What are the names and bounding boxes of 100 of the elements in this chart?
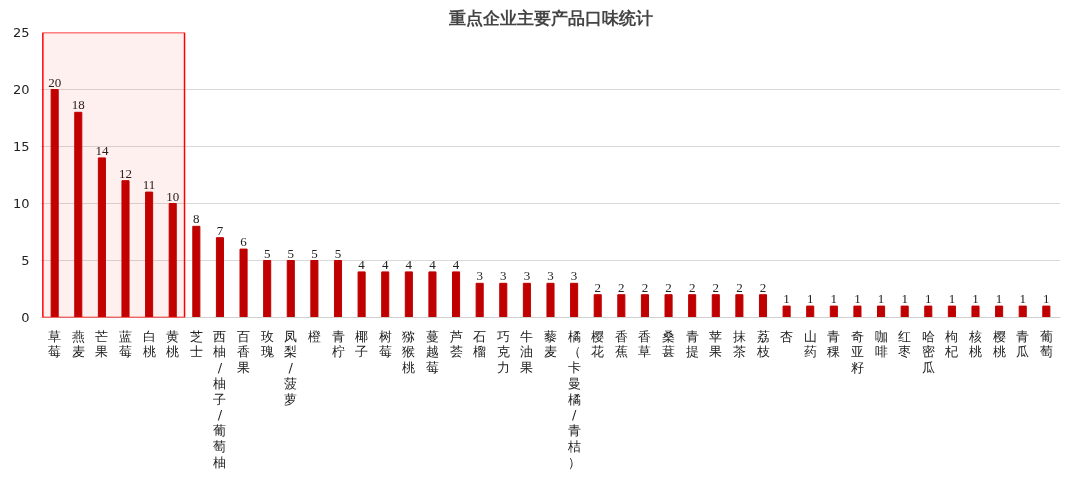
bar [333, 260, 343, 318]
bar [924, 305, 933, 318]
x-tick-label: 青稞 [827, 328, 841, 360]
x-tick-label: 核桃 [968, 328, 982, 360]
bar [428, 271, 437, 318]
y-tick-label: 20 [12, 82, 30, 97]
data-label: 2 [712, 279, 720, 295]
data-label: 2 [665, 279, 672, 295]
data-label: 5 [311, 245, 318, 261]
x-tick-label: 玫瑰 [260, 328, 274, 360]
data-label: 14 [95, 142, 109, 158]
x-tick-label: 藜麦 [544, 328, 557, 360]
data-label: 2 [736, 279, 743, 295]
bar [853, 305, 862, 318]
bar [381, 271, 390, 318]
data-label: 5 [287, 245, 295, 261]
data-label: 4 [405, 256, 413, 272]
x-tick-label: 樱桃 [992, 328, 1006, 360]
data-label: 2 [594, 279, 601, 295]
y-tick-label: 25 [12, 25, 30, 40]
bar [806, 305, 815, 318]
x-tick-label: 白桃 [142, 328, 156, 360]
data-label: 3 [523, 268, 531, 284]
data-label: 3 [476, 268, 483, 284]
bar [475, 282, 484, 318]
bar [664, 294, 673, 318]
bar [640, 294, 649, 318]
x-tick-label: 香蕉 [614, 328, 628, 360]
data-label: 1 [783, 291, 790, 307]
bar [877, 305, 886, 318]
bar [215, 237, 224, 318]
x-tick-label: 枸杞 [944, 328, 959, 360]
data-label: 4 [381, 256, 389, 272]
bar [263, 260, 272, 318]
category-label: 橘（卡曼橘/青桔） [567, 328, 581, 470]
data-label: 20 [48, 74, 62, 90]
data-label: 1 [877, 291, 885, 307]
data-label: 3 [500, 268, 507, 284]
x-tick-label: 芒果 [95, 328, 109, 360]
data-label: 1 [854, 291, 861, 307]
data-label: 18 [71, 97, 85, 113]
data-label: 1 [806, 291, 814, 307]
data-label: 5 [263, 245, 271, 261]
data-label: 1 [1043, 291, 1050, 307]
x-tick-label: 蓝莓 [119, 328, 132, 360]
bar [971, 305, 980, 318]
bar [829, 305, 838, 318]
data-label: 2 [641, 279, 649, 295]
x-tick-label: 苹果 [709, 328, 723, 360]
bar [310, 260, 319, 318]
data-label: 1 [925, 291, 932, 307]
bar [1042, 305, 1051, 318]
x-tick-label: 芦荟 [449, 328, 463, 360]
bar [452, 271, 461, 318]
x-tick-label: 凤梨/菠萝 [284, 328, 298, 407]
x-tick-label: 青瓜 [1016, 328, 1030, 360]
x-tick-label: 巧克力 [496, 328, 510, 375]
data-label: 10 [166, 188, 180, 204]
data-label: 4 [429, 256, 437, 272]
x-tick-label: 葡萄 [1039, 328, 1053, 360]
bar [735, 294, 744, 318]
x-tick-label: 香草 [638, 328, 652, 360]
x-tick-label: 青柠 [331, 328, 345, 360]
y-tick-label: 15 [12, 139, 30, 154]
bar [192, 225, 201, 318]
y-tick-label: 5 [21, 253, 30, 268]
bar [50, 89, 59, 318]
x-tick-label: 樱花 [591, 328, 605, 360]
bar [546, 282, 555, 318]
bar [357, 271, 366, 318]
bar [121, 180, 130, 318]
x-tick-label: 杏 [780, 328, 794, 344]
bar [947, 305, 956, 318]
bar [522, 282, 531, 318]
data-label: 11 [142, 177, 156, 193]
data-label: 2 [759, 279, 767, 295]
bar [782, 305, 791, 318]
data-label: 2 [688, 279, 696, 295]
data-label: 1 [995, 291, 1003, 307]
bar [593, 294, 602, 318]
x-tick-label: 橙 [307, 328, 321, 344]
x-tick-label: 奇亚籽 [850, 328, 864, 375]
x-tick-label: 咖啡 [874, 328, 888, 360]
bar [758, 294, 768, 318]
x-tick-label: 荔枝 [755, 328, 770, 360]
x-tick-label: 燕麦 [71, 328, 85, 360]
x-tick-label: 抹茶 [732, 328, 746, 360]
bar [404, 271, 413, 318]
x-tick-label: 青提 [685, 328, 699, 360]
data-label: 5 [334, 245, 342, 261]
bar [900, 305, 909, 318]
x-tick-label: 桑葚 [662, 328, 676, 360]
x-tick-label: 山药 [803, 328, 817, 360]
data-label: 7 [216, 222, 224, 238]
y-tick-label: 10 [12, 196, 30, 211]
chart-title: 重点企业主要产品口味统计 [447, 7, 653, 28]
data-label: 1 [972, 291, 979, 307]
data-label: 4 [452, 256, 460, 272]
bar [74, 111, 83, 318]
x-tick-label: 牛油果 [520, 328, 534, 375]
